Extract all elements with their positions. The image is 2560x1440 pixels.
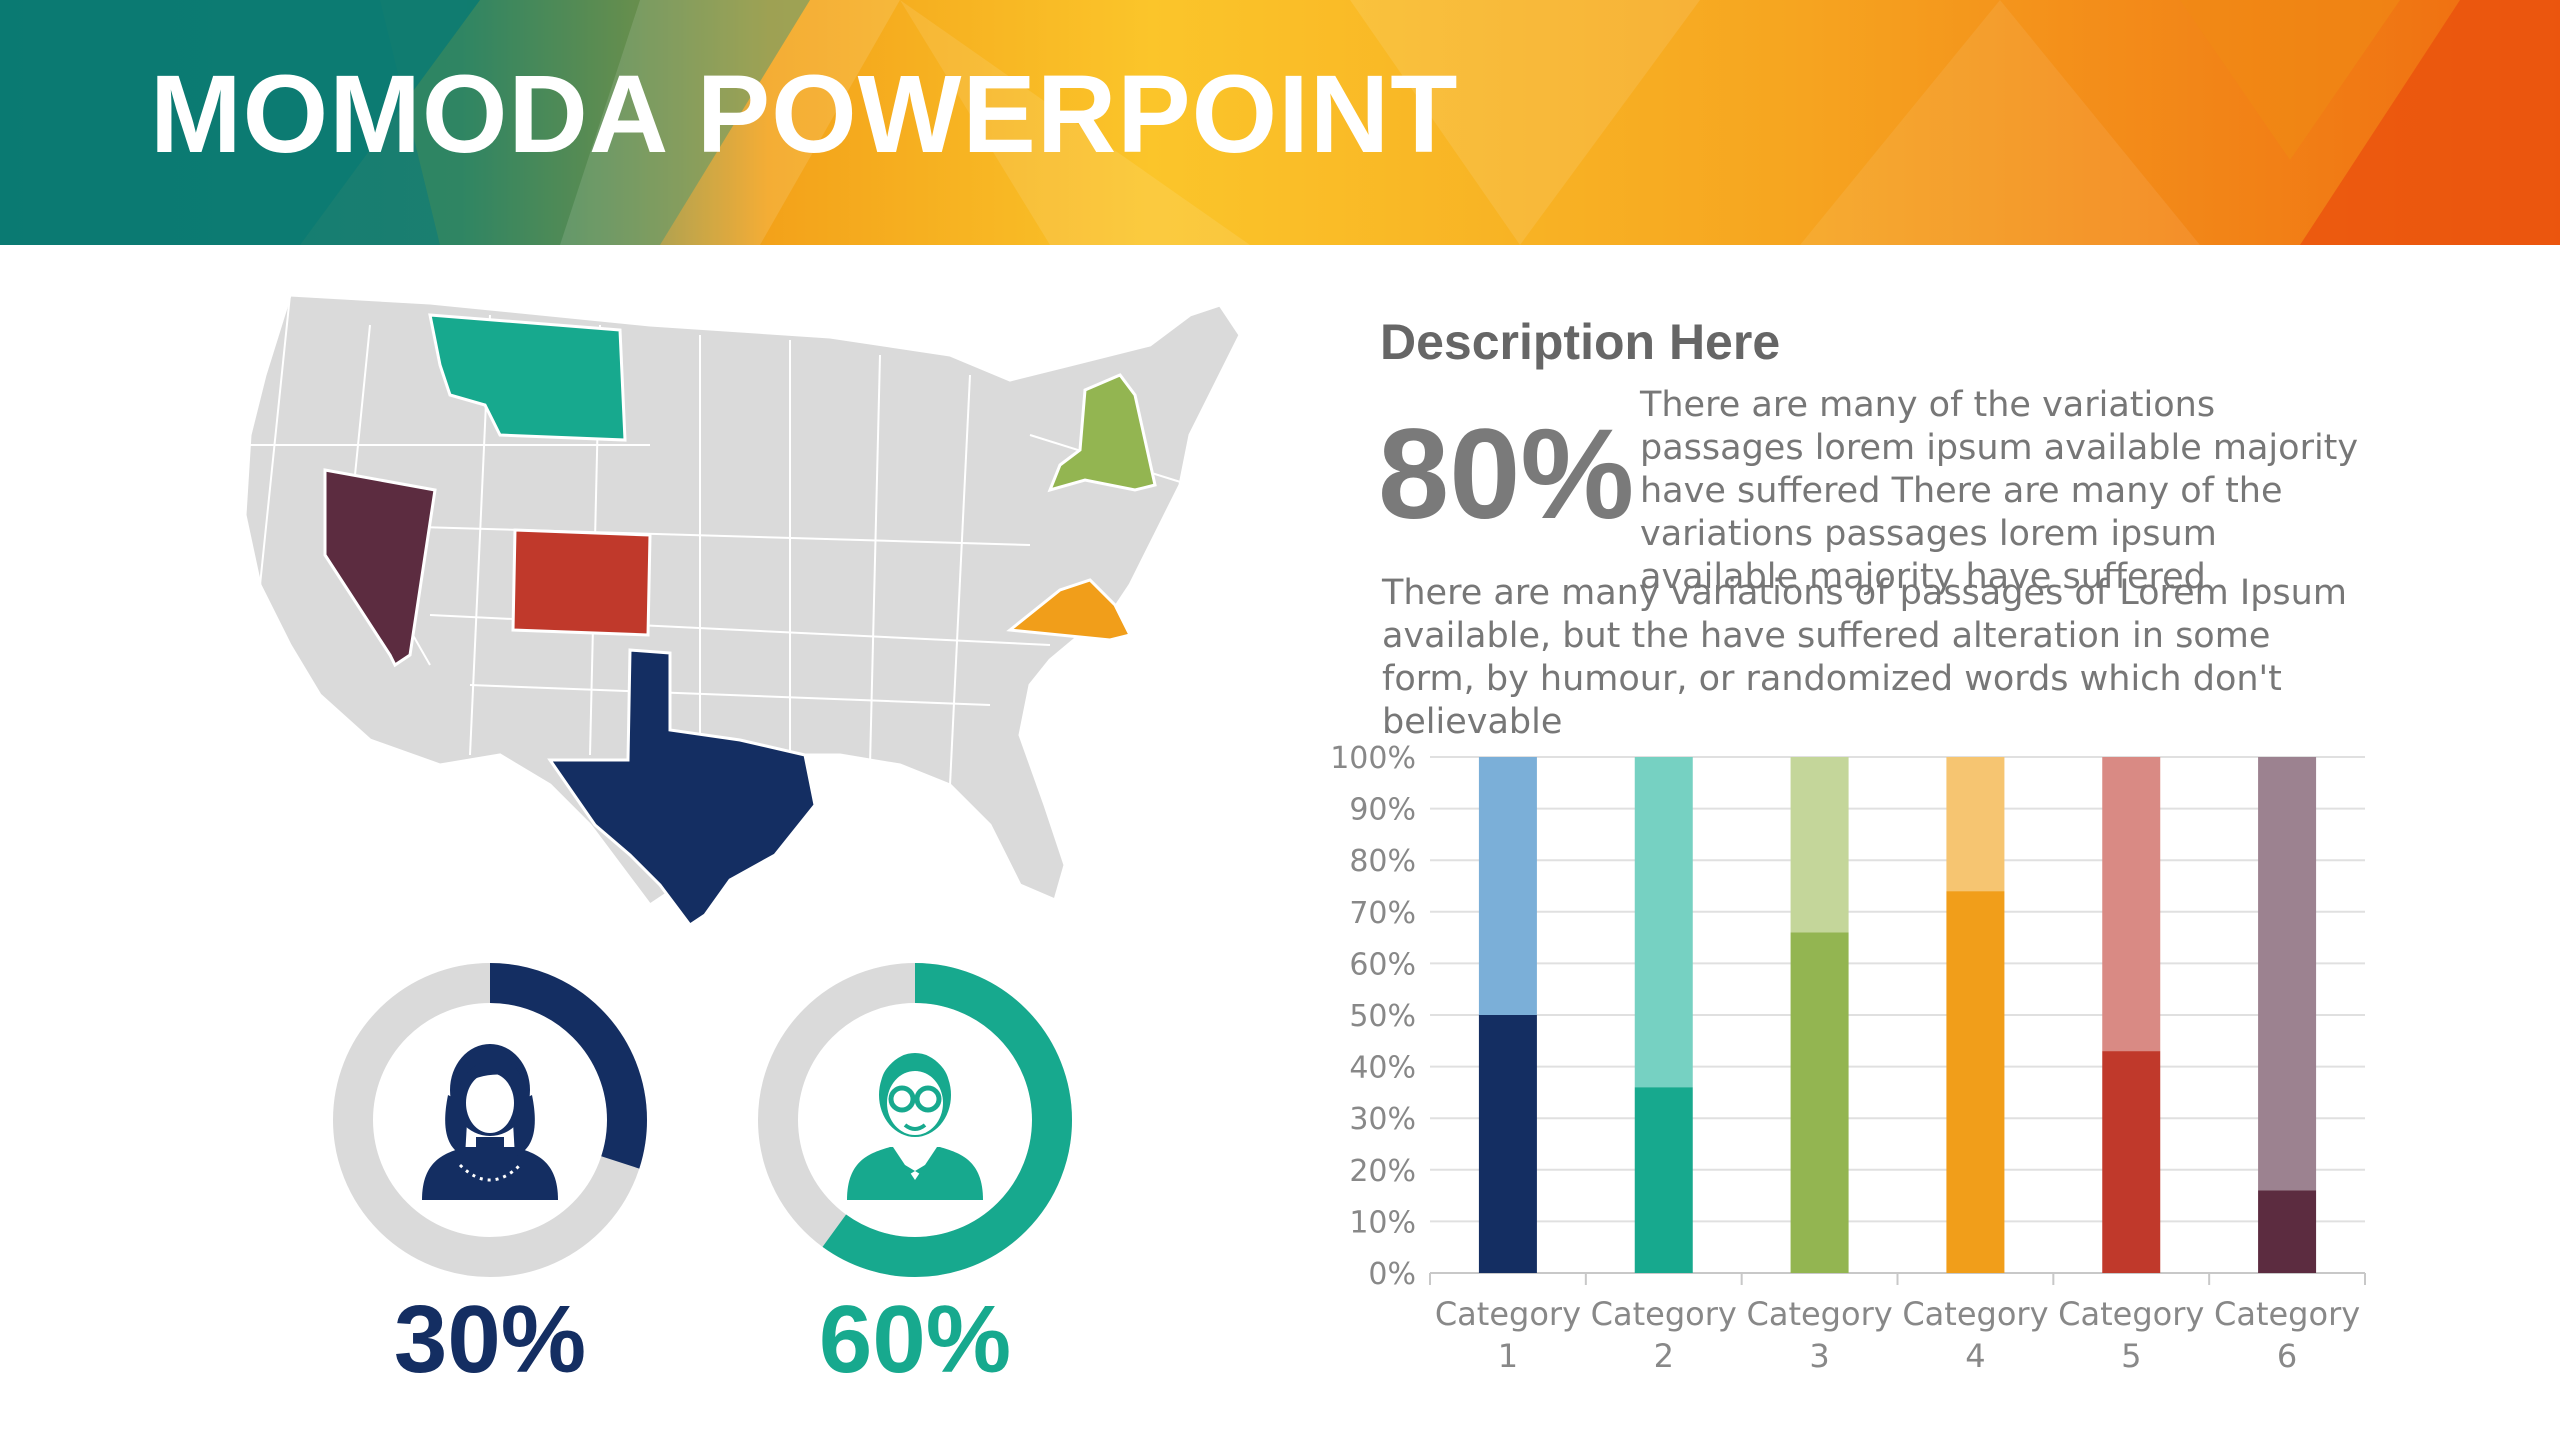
bar-segment-value [1478, 1015, 1537, 1273]
description-short-text: There are many of the variations passage… [1640, 385, 2359, 597]
description-heading: Description Here [1380, 314, 1781, 370]
stat-donut-female: 30% [330, 960, 650, 1393]
x-tick-label: Category 1 [1435, 1295, 1581, 1375]
bar-segment-remainder [2102, 757, 2161, 1052]
bar-segment-value [2258, 1190, 2317, 1273]
y-tick-label: 70% [1349, 896, 1416, 931]
stacked-bar-chart: 0% 10% 20% 30% 40% 50% 60% 70% 80% 90% 100% Catego… [1330, 741, 2366, 1375]
bar-segment-value [1634, 1087, 1693, 1273]
description-long-text: There are many variations of passages of… [1382, 573, 2347, 742]
bar-segment-remainder [1790, 757, 1849, 933]
woman-avatar-icon [422, 1044, 558, 1200]
us-map [243, 293, 1242, 925]
x-tick-label: Category 5 [2058, 1295, 2204, 1375]
stat-value-male: 60% [818, 1286, 1012, 1393]
texas-state [547, 648, 817, 925]
chart-gridlines [1429, 756, 2366, 1285]
x-tick-label: Category 3 [1746, 1295, 1892, 1375]
x-tick-label: Category 2 [1591, 1295, 1737, 1375]
chart-y-tick-labels: 0% 10% 20% 30% 40% 50% 60% 70% 80% 90% 100% [1330, 741, 1416, 1292]
y-tick-label: 100% [1330, 741, 1416, 776]
header-banner: MOMODA POWERPOINT [0, 0, 2560, 245]
bar-segment-value [2102, 1051, 2161, 1273]
bar-segment-value [1946, 891, 2005, 1273]
stat-donut-male: 60% [755, 960, 1075, 1393]
y-tick-label: 50% [1349, 999, 1416, 1034]
donut-arc [758, 963, 1072, 1277]
bar-segment-remainder [1946, 757, 2005, 892]
nevada-state [323, 468, 437, 668]
donut-arc [333, 963, 647, 1277]
bar-segment-remainder [1634, 757, 1693, 1088]
donut-chart [333, 963, 647, 1277]
us-map-base [243, 293, 1242, 908]
y-tick-label: 20% [1349, 1154, 1416, 1189]
man-glasses-avatar-icon [847, 1053, 983, 1200]
y-tick-label: 30% [1349, 1102, 1416, 1137]
y-tick-label: 10% [1349, 1205, 1416, 1240]
y-tick-label: 90% [1349, 793, 1416, 828]
stat-value-female: 30% [393, 1286, 587, 1393]
bar-segment-remainder [1478, 757, 1537, 1015]
y-tick-label: 60% [1349, 947, 1416, 982]
page-title: MOMODA POWERPOINT [150, 53, 1459, 176]
x-tick-label: Category 6 [2214, 1295, 2360, 1375]
montana-state [428, 313, 627, 442]
virginia-state [1006, 578, 1133, 642]
colorado-state [511, 528, 652, 637]
new-york-state [1047, 373, 1157, 493]
highlight-percentage: 80% [1378, 403, 1635, 546]
y-tick-label: 80% [1349, 844, 1416, 879]
y-tick-label: 40% [1349, 1051, 1416, 1086]
x-tick-label: Category 4 [1902, 1295, 2048, 1375]
chart-bars [1478, 757, 2317, 1273]
donut-chart [758, 963, 1072, 1277]
banner-background [0, 0, 2560, 245]
y-tick-label: 0% [1368, 1257, 1416, 1292]
bar-segment-value [1790, 932, 1849, 1273]
bar-segment-remainder [2258, 757, 2317, 1191]
